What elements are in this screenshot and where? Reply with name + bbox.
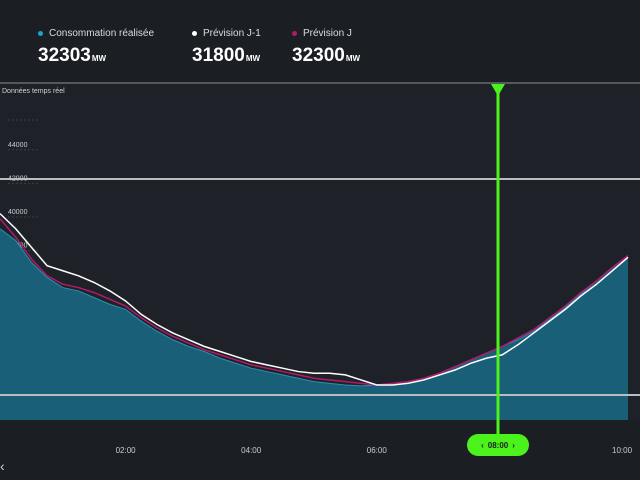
legend-unit: MW [345,54,361,63]
x-tick-label: 02:00 [116,446,137,455]
legend-value: 32303 [38,45,91,66]
prevision-j-line [0,218,629,386]
threshold-layer [0,178,640,396]
legend-label: Prévision J-1 [203,28,261,39]
cursor-time-pill[interactable]: ‹ 08:00 › [467,434,529,456]
x-tick-label: 06:00 [367,446,388,455]
consommation-line [0,228,629,387]
x-tick-label: 10:00 [612,446,633,455]
chevron-left-icon[interactable]: ‹ [481,440,484,450]
legend-value: 31800 [192,45,245,66]
consumption-chart[interactable]: 3000032000340003600038000400004200044000… [0,82,640,480]
chart-canvas[interactable]: 3000032000340003600038000400004200044000… [0,82,640,480]
consommation-dot-icon [38,31,43,36]
realtime-label: Données temps réel [2,88,65,95]
y-tick-label: 44000 [8,142,28,149]
chevron-right-icon[interactable]: › [512,440,515,450]
legend-label: Consommation réalisée [49,28,155,39]
collapse-chevron-icon[interactable]: ‹ [0,458,5,474]
cursor-handle-icon[interactable] [491,84,505,96]
legend-item-prevision-j-1[interactable]: Prévision J-1 31800MW [192,28,261,67]
y-tick-label: 40000 [8,209,28,216]
legend-unit: MW [245,54,261,63]
consommation-area [0,228,628,420]
time-cursor[interactable] [491,84,505,434]
cursor-time-label: 08:00 [487,440,509,450]
legend-label: Prévision J [303,28,352,39]
prevision-j-1-line [0,213,629,386]
legend-item-consommation[interactable]: Consommation réalisée 32303MW [38,28,154,67]
prevision-j-dot-icon [292,31,297,36]
x-axis: 02:00 04:00 06:00 10:00 [116,446,633,455]
series-layer [0,213,629,420]
x-tick-label: 04:00 [241,446,262,455]
legend-value: 32300 [292,45,345,66]
prevision-j-1-dot-icon [192,31,197,36]
legend: Consommation réalisée 32303MW Prévision … [38,28,640,78]
legend-unit: MW [91,54,107,63]
legend-item-prevision-j[interactable]: Prévision J 32300MW [292,28,360,67]
